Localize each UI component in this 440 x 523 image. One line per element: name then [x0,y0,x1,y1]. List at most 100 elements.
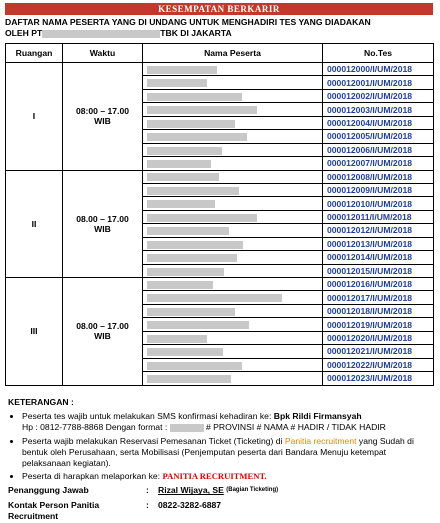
name-cell [142,223,323,238]
test-number: 000012015/I/UM/2018 [322,263,434,279]
text: Peserta di harapkan melaporkan ke: [22,471,163,482]
test-number: 000012000/I/UM/2018 [322,61,434,77]
test-number: 000012010/I/UM/2018 [322,196,434,211]
table-row: 000012023/I/UM/2018 [6,371,434,386]
room: I [5,62,63,171]
redacted-name [147,173,219,182]
table-row: 000012018/I/UM/2018 [6,303,434,319]
sep: : [146,485,149,496]
test-number: 000012013/I/UM/2018 [322,236,434,252]
note: (Bagian Ticketing) [226,487,279,494]
test-number: 000012006/I/UM/2018 [322,142,434,158]
name-cell [142,196,323,211]
note: Peserta tes wajib untuk melakukan SMS ko… [22,411,436,433]
text: yang Sudah di bentuk oleh Perusahaan, se… [22,435,414,469]
contact-row: Kontak Person Panitia Recruitment:0822-3… [8,500,436,522]
redacted [169,424,204,433]
name-cell [142,303,323,319]
test-number: 000012023/I/UM/2018 [322,371,434,386]
redacted-name [147,334,207,343]
text: Peserta tes wajib untuk melakukan SMS ko… [22,411,274,422]
name-cell [142,371,323,386]
header-row: Ruangan Waktu Nama Peserta No.Tes [5,43,434,63]
note: Peserta di harapkan melaporkan ke: PANIT… [22,471,436,482]
text: TBK DI JAKARTA [160,28,232,38]
table-row: 000012005/I/UM/2018 [6,129,434,144]
test-number: 000012011/I/UM/2018 [322,209,434,225]
redacted-name [147,146,222,155]
notes-list: Peserta tes wajib untuk melakukan SMS ko… [8,411,436,482]
room: II [5,169,63,278]
name-cell [142,276,323,292]
notes-heading: KETERANGAN : [8,397,74,407]
name-cell [142,263,323,279]
name-cell [142,88,323,104]
redacted-name [147,106,257,115]
table-row: 000012022/I/UM/2018 [6,357,434,373]
name-cell [142,250,323,265]
banner: KESEMPATAN BERKARIR [5,3,433,15]
table-row: 000012017/I/UM/2018 [6,290,434,305]
name-cell [142,209,323,225]
column-header: No.Tes [322,43,434,63]
name-cell [142,290,323,305]
notes: KETERANGAN : Peserta tes wajib untuk mel… [8,397,436,522]
column-header: Ruangan [5,43,63,63]
redacted-name [147,227,229,236]
name-cell [142,317,323,332]
name-cell [142,156,323,171]
test-number: 000012021/I/UM/2018 [322,344,434,359]
table-row: 000012019/I/UM/2018 [6,317,434,332]
time: 08.00 – 17.00 WIB [62,169,143,278]
redacted-name [147,65,217,74]
text: OLEH PT [5,28,43,38]
room: III [5,277,63,386]
name-cell [142,344,323,359]
redacted-name [147,321,249,330]
label: Kontak Person Panitia Recruitment [8,499,100,521]
test-number: 000012007/I/UM/2018 [322,156,434,171]
test-number: 000012019/I/UM/2018 [322,317,434,332]
test-number: 000012017/I/UM/2018 [322,290,434,305]
text: Peserta wajib melakukan Reservasi Pemesa… [22,435,285,446]
name-cell [142,115,323,131]
table-row: 000012002/I/UM/2018 [6,88,434,104]
column-header: Waktu [62,43,143,63]
participant-table: Ruangan Waktu Nama Peserta No.Tes I 08:00 – … [5,43,434,386]
name-cell [142,330,323,346]
test-number: 000012004/I/UM/2018 [322,115,434,131]
name-cell [142,102,323,117]
table-row: I 08:00 – 17.00 WIB 000012000/I/UM/2018 [5,61,434,171]
name-cell [142,75,323,90]
table-row: 000012001/I/UM/2018 [6,75,434,90]
test-number: 000012001/I/UM/2018 [322,75,434,90]
redacted-name [147,375,231,384]
table-row: 000012006/I/UM/2018 [6,142,434,158]
name-cell [142,182,323,198]
table-row: III 08.00 – 17.00 WIB 000012016/I/UM/2018 [5,276,434,386]
sep: : [146,499,149,510]
phone: 0822-3282-6887 [158,499,222,510]
redacted-name [147,200,215,209]
table-row: 000012012/I/UM/2018 [6,223,434,238]
table-row: 000012013/I/UM/2018 [6,236,434,252]
table-row: 000012004/I/UM/2018 [6,115,434,131]
name-cell [142,357,323,373]
table-row: 000012021/I/UM/2018 [6,344,434,359]
redacted-name [147,92,242,101]
title: DAFTAR NAMA PESERTA YANG DI UNDANG UNTUK… [5,17,433,39]
time: 08.00 – 17.00 WIB [62,277,143,386]
redacted-name [147,307,235,316]
title-line: DAFTAR NAMA PESERTA YANG DI UNDANG UNTUK… [5,17,371,27]
signature-row: Penanggung Jawab: Rizal Wijaya, SE (Bagia… [8,485,436,496]
note: Peserta wajib melakukan Reservasi Pemesa… [22,436,436,470]
test-number: 000012022/I/UM/2018 [322,357,434,373]
redacted-name [147,240,243,249]
redacted-name [147,280,213,289]
redacted-name [147,186,239,195]
name-cell [142,142,323,158]
redacted-name [147,254,237,263]
redacted-name [147,160,211,169]
redacted-name [147,294,282,303]
